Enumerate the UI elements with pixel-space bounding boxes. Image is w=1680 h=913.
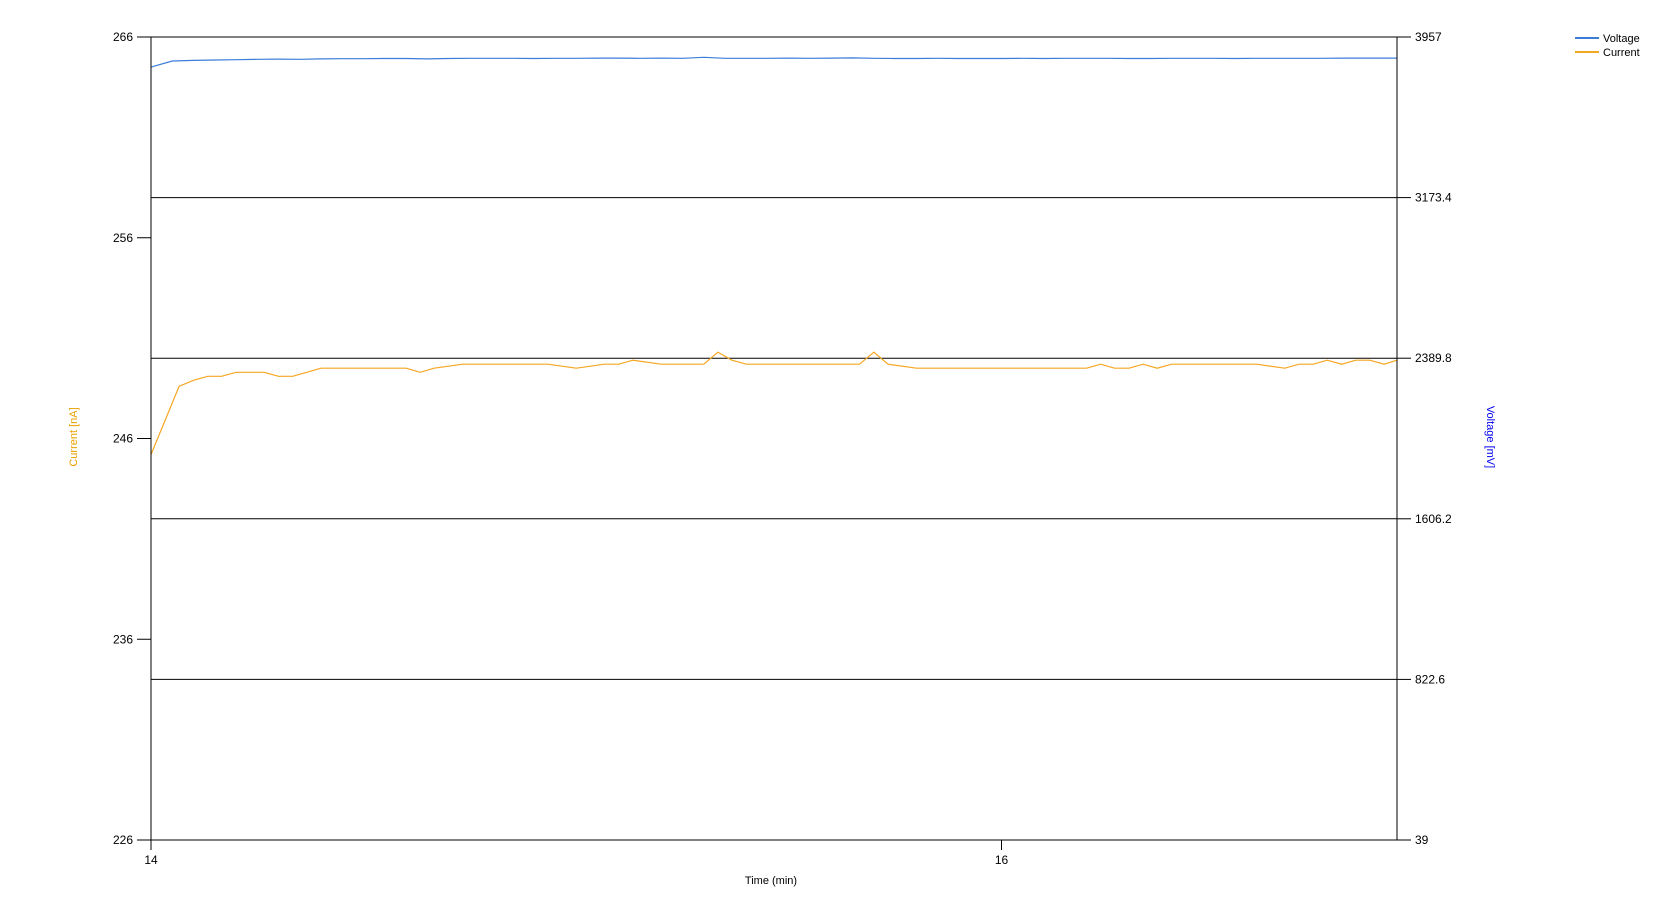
legend-label-current: Current <box>1603 47 1640 59</box>
series-line-voltage <box>150 56 1397 68</box>
left-tick-label: 226 <box>113 833 133 847</box>
x-axis-title: Time (min) <box>745 875 797 887</box>
left-tick-label: 236 <box>113 632 133 646</box>
left-tick-label: 256 <box>113 231 133 245</box>
right-tick-label: 822.6 <box>1415 672 1445 686</box>
x-axis: 14 16 <box>144 840 1009 867</box>
legend-label-voltage: Voltage <box>1603 33 1640 45</box>
series-line-current <box>150 351 1398 455</box>
x-tick-label: 14 <box>144 853 158 867</box>
right-tick-label: 3173.4 <box>1415 191 1452 205</box>
right-tick-label: 39 <box>1415 833 1429 847</box>
gridlines <box>151 36 1397 841</box>
series-lines <box>150 56 1398 455</box>
right-tick-label: 1606.2 <box>1415 512 1452 526</box>
right-tick-label: 2389.8 <box>1415 351 1452 365</box>
right-tick-label: 3957 <box>1415 30 1442 44</box>
plot-area-frame <box>150 36 1398 841</box>
legend: Voltage Current <box>1575 33 1640 59</box>
left-tick-label: 246 <box>113 432 133 446</box>
left-y-axis: 226 236 246 256 266 <box>113 30 151 847</box>
x-tick-label: 16 <box>995 853 1009 867</box>
right-y-axis-title: Voltage [mV] <box>1484 406 1496 468</box>
right-y-axis: 39 822.6 1606.2 2389.8 3173.4 3957 <box>1397 30 1452 847</box>
left-y-axis-title: Current [nA] <box>68 407 80 466</box>
left-tick-label: 266 <box>113 30 133 44</box>
